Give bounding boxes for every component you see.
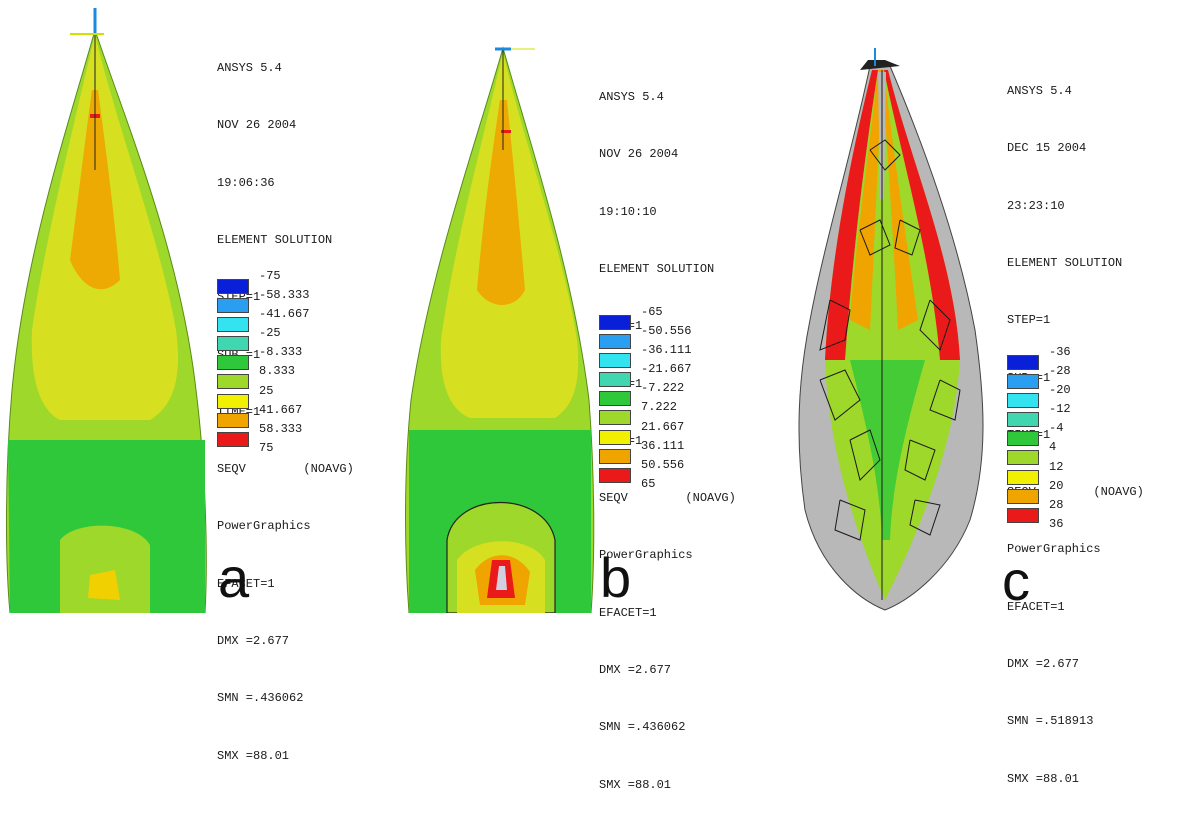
info-line: ANSYS 5.4 xyxy=(217,59,354,78)
legend-swatch xyxy=(599,372,631,387)
legend-swatch xyxy=(599,468,631,483)
legend-swatch xyxy=(1007,374,1039,389)
info-line: ELEMENT SOLUTION xyxy=(1007,254,1144,273)
info-line: STEP=1 xyxy=(1007,311,1144,330)
legend-swatch xyxy=(599,410,631,425)
legend-swatch xyxy=(599,449,631,464)
legend-value: -65 xyxy=(641,305,663,319)
legend-value: 75 xyxy=(259,441,273,455)
legend-swatch xyxy=(217,298,249,313)
legend-swatch xyxy=(217,413,249,428)
legend-value: 58.333 xyxy=(259,422,302,436)
legend-swatch xyxy=(1007,508,1039,523)
info-line: PowerGraphics xyxy=(217,517,354,536)
legend-value: 36 xyxy=(1049,517,1063,531)
legend-value: 7.222 xyxy=(641,400,677,414)
legend-value: -12 xyxy=(1049,402,1071,416)
info-line: DMX =2.677 xyxy=(1007,655,1144,674)
info-line: DMX =2.677 xyxy=(599,661,736,680)
legend-value: 50.556 xyxy=(641,458,684,472)
legend-value: 65 xyxy=(641,477,655,491)
legend-swatch xyxy=(217,355,249,370)
panel-letter-a: a xyxy=(218,550,249,606)
legend-value: -20 xyxy=(1049,383,1071,397)
panel-a: ANSYS 5.4 NOV 26 2004 19:06:36 ELEMENT S… xyxy=(0,0,395,613)
legend-value: -25 xyxy=(259,326,281,340)
legend-swatch xyxy=(599,391,631,406)
legend-swatch xyxy=(217,336,249,351)
legend-value: 8.333 xyxy=(259,364,295,378)
info-line: 19:10:10 xyxy=(599,203,736,222)
legend-swatch xyxy=(1007,412,1039,427)
legend-swatch xyxy=(217,432,249,447)
tooth-model-c xyxy=(790,0,1000,613)
info-line: 19:06:36 xyxy=(217,174,354,193)
legend-swatch xyxy=(599,353,631,368)
legend-value: -21.667 xyxy=(641,362,691,376)
legend-swatch xyxy=(1007,470,1039,485)
tooth-model-b xyxy=(395,0,595,613)
info-line: ANSYS 5.4 xyxy=(1007,82,1144,101)
info-line: SEQV (NOAVG) xyxy=(217,460,354,479)
legend-swatch xyxy=(599,334,631,349)
legend-swatch xyxy=(217,394,249,409)
legend-value: 12 xyxy=(1049,460,1063,474)
info-line: SMX =88.01 xyxy=(217,747,354,766)
legend-value: -7.222 xyxy=(641,381,684,395)
info-line: 23:23:10 xyxy=(1007,197,1144,216)
legend-swatch xyxy=(599,315,631,330)
info-line: NOV 26 2004 xyxy=(599,145,736,164)
panel-letter-b: b xyxy=(600,550,631,606)
legend-value: -58.333 xyxy=(259,288,309,302)
info-line: SEQV (NOAVG) xyxy=(599,489,736,508)
legend-value: 41.667 xyxy=(259,403,302,417)
legend-swatch xyxy=(599,430,631,445)
info-line: SMN =.436062 xyxy=(599,718,736,737)
legend-swatch xyxy=(1007,355,1039,370)
legend-value: -75 xyxy=(259,269,281,283)
legend-swatch xyxy=(1007,489,1039,504)
legend-value: 28 xyxy=(1049,498,1063,512)
info-line: SMX =88.01 xyxy=(599,776,736,795)
info-line: ELEMENT SOLUTION xyxy=(599,260,736,279)
tooth-model-a xyxy=(0,0,215,613)
panel-b: ANSYS 5.4 NOV 26 2004 19:10:10 ELEMENT S… xyxy=(395,0,790,613)
legend-swatch xyxy=(217,317,249,332)
info-line: NOV 26 2004 xyxy=(217,116,354,135)
legend-value: 21.667 xyxy=(641,420,684,434)
legend-value: -36.111 xyxy=(641,343,691,357)
info-line: DMX =2.677 xyxy=(217,632,354,651)
legend-value: 4 xyxy=(1049,440,1056,454)
legend-swatch xyxy=(217,279,249,294)
legend-value: -41.667 xyxy=(259,307,309,321)
legend-value: -50.556 xyxy=(641,324,691,338)
info-line: ANSYS 5.4 xyxy=(599,88,736,107)
legend-swatch xyxy=(1007,431,1039,446)
info-line: SMN =.436062 xyxy=(217,689,354,708)
info-line: DEC 15 2004 xyxy=(1007,139,1144,158)
legend-swatch xyxy=(217,374,249,389)
legend-value: -28 xyxy=(1049,364,1071,378)
legend-value: -8.333 xyxy=(259,345,302,359)
legend-swatch xyxy=(1007,450,1039,465)
info-line: ELEMENT SOLUTION xyxy=(217,231,354,250)
legend-value: 36.111 xyxy=(641,439,684,453)
legend-value: -36 xyxy=(1049,345,1071,359)
legend-swatch xyxy=(1007,393,1039,408)
info-line: SMX =88.01 xyxy=(1007,770,1144,789)
panel-letter-c: c xyxy=(1002,553,1030,609)
legend-value: 25 xyxy=(259,384,273,398)
legend-value: -4 xyxy=(1049,421,1063,435)
info-line: SMN =.518913 xyxy=(1007,712,1144,731)
legend-value: 20 xyxy=(1049,479,1063,493)
panel-c: ANSYS 5.4 DEC 15 2004 23:23:10 ELEMENT S… xyxy=(790,0,1197,613)
